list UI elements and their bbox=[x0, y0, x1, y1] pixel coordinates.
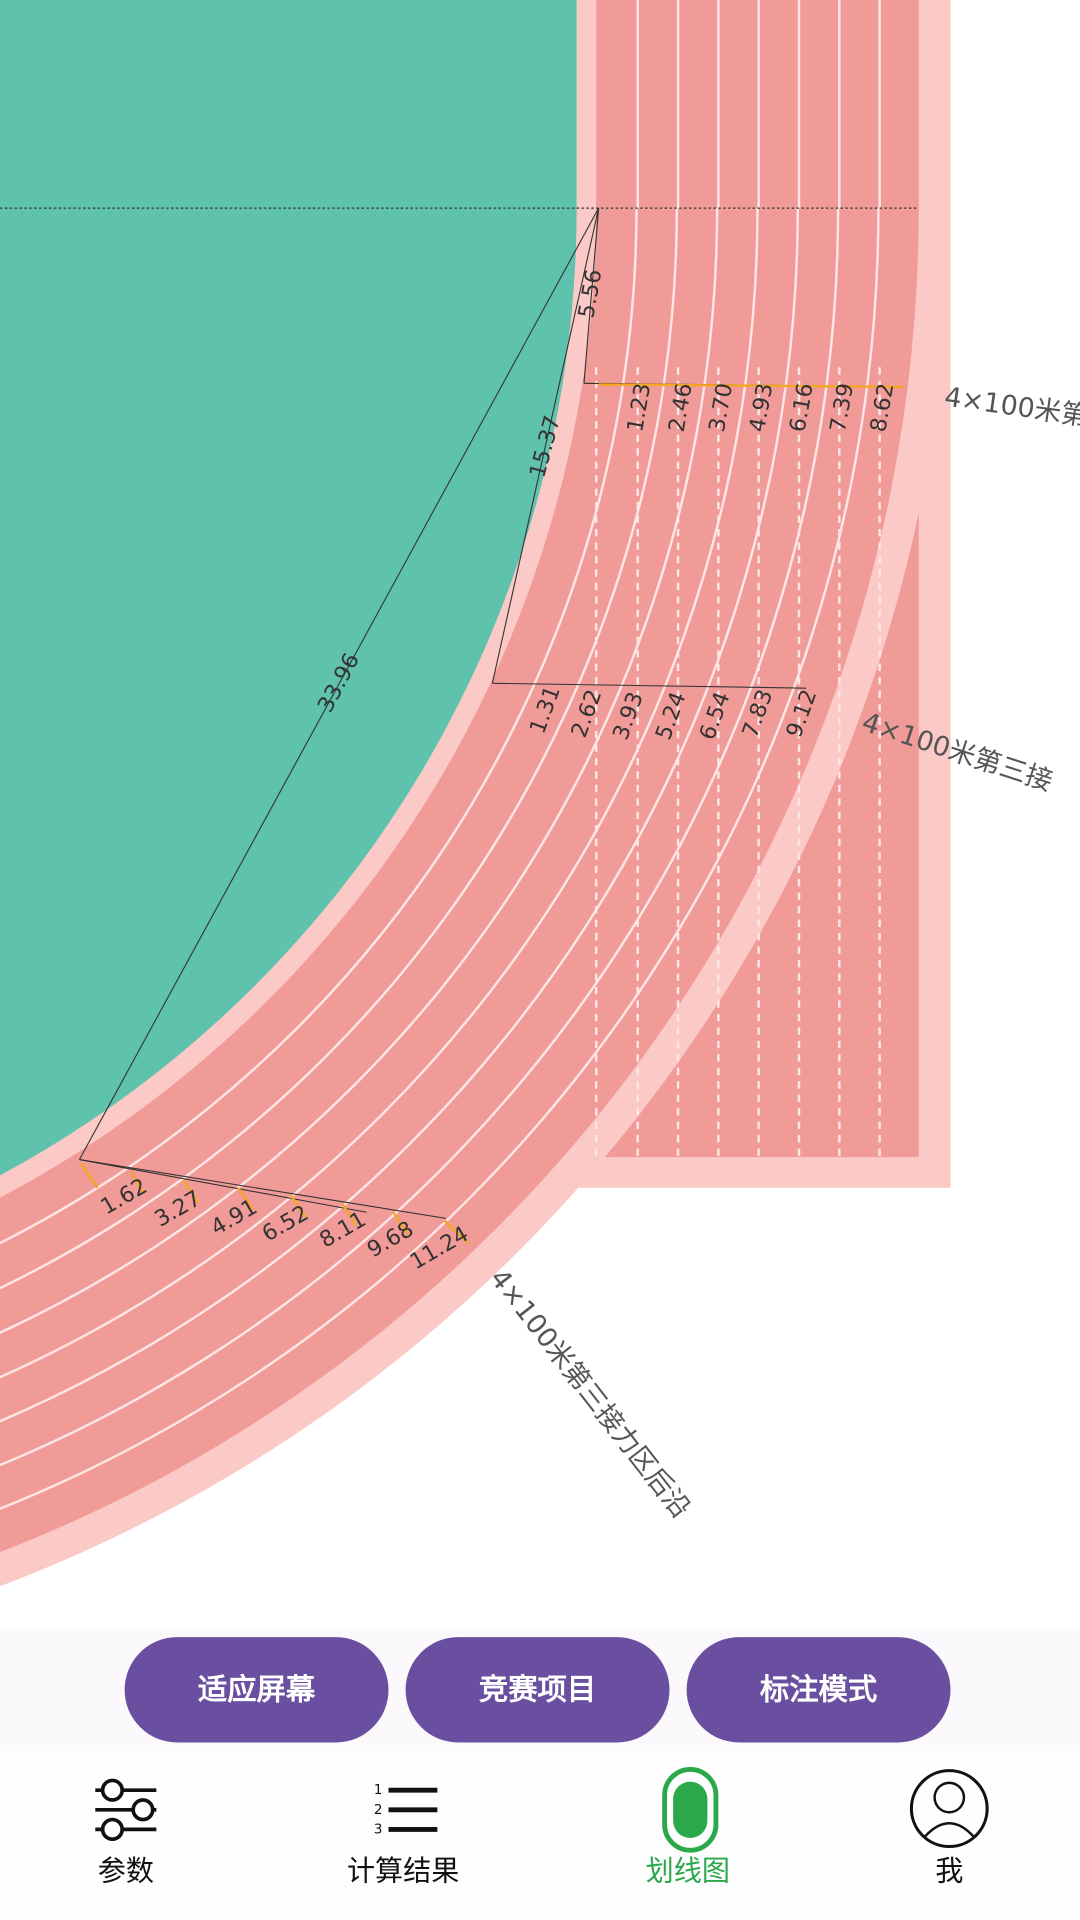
svg-text:3: 3 bbox=[374, 1822, 383, 1837]
infield-top bbox=[0, 0, 577, 210]
nav-label[interactable]: 我 bbox=[935, 1854, 963, 1887]
zone-label: 4×100米第 bbox=[942, 382, 1080, 433]
button-label[interactable]: 竞赛项目 bbox=[479, 1672, 596, 1706]
nav-label[interactable]: 参数 bbox=[98, 1854, 154, 1887]
button[interactable] bbox=[405, 1637, 670, 1743]
button[interactable] bbox=[686, 1637, 951, 1743]
infield bbox=[0, 208, 577, 1176]
svg-text:1: 1 bbox=[374, 1783, 383, 1798]
svg-text:2: 2 bbox=[374, 1803, 383, 1818]
button-label[interactable]: 适应屏幕 bbox=[198, 1672, 316, 1706]
nav-bar bbox=[0, 1751, 1080, 1920]
zone-label: 4×100米第三接力区后沿 bbox=[483, 1263, 696, 1524]
nav-label[interactable]: 计算结果 bbox=[347, 1854, 459, 1887]
nav-icons: 1 2 3 bbox=[95, 1766, 989, 1853]
button-label[interactable]: 标注模式 bbox=[760, 1672, 877, 1706]
orange-ticks bbox=[79, 383, 905, 1245]
button[interactable] bbox=[124, 1637, 389, 1743]
nav-label[interactable]: 划线图 bbox=[646, 1854, 730, 1887]
